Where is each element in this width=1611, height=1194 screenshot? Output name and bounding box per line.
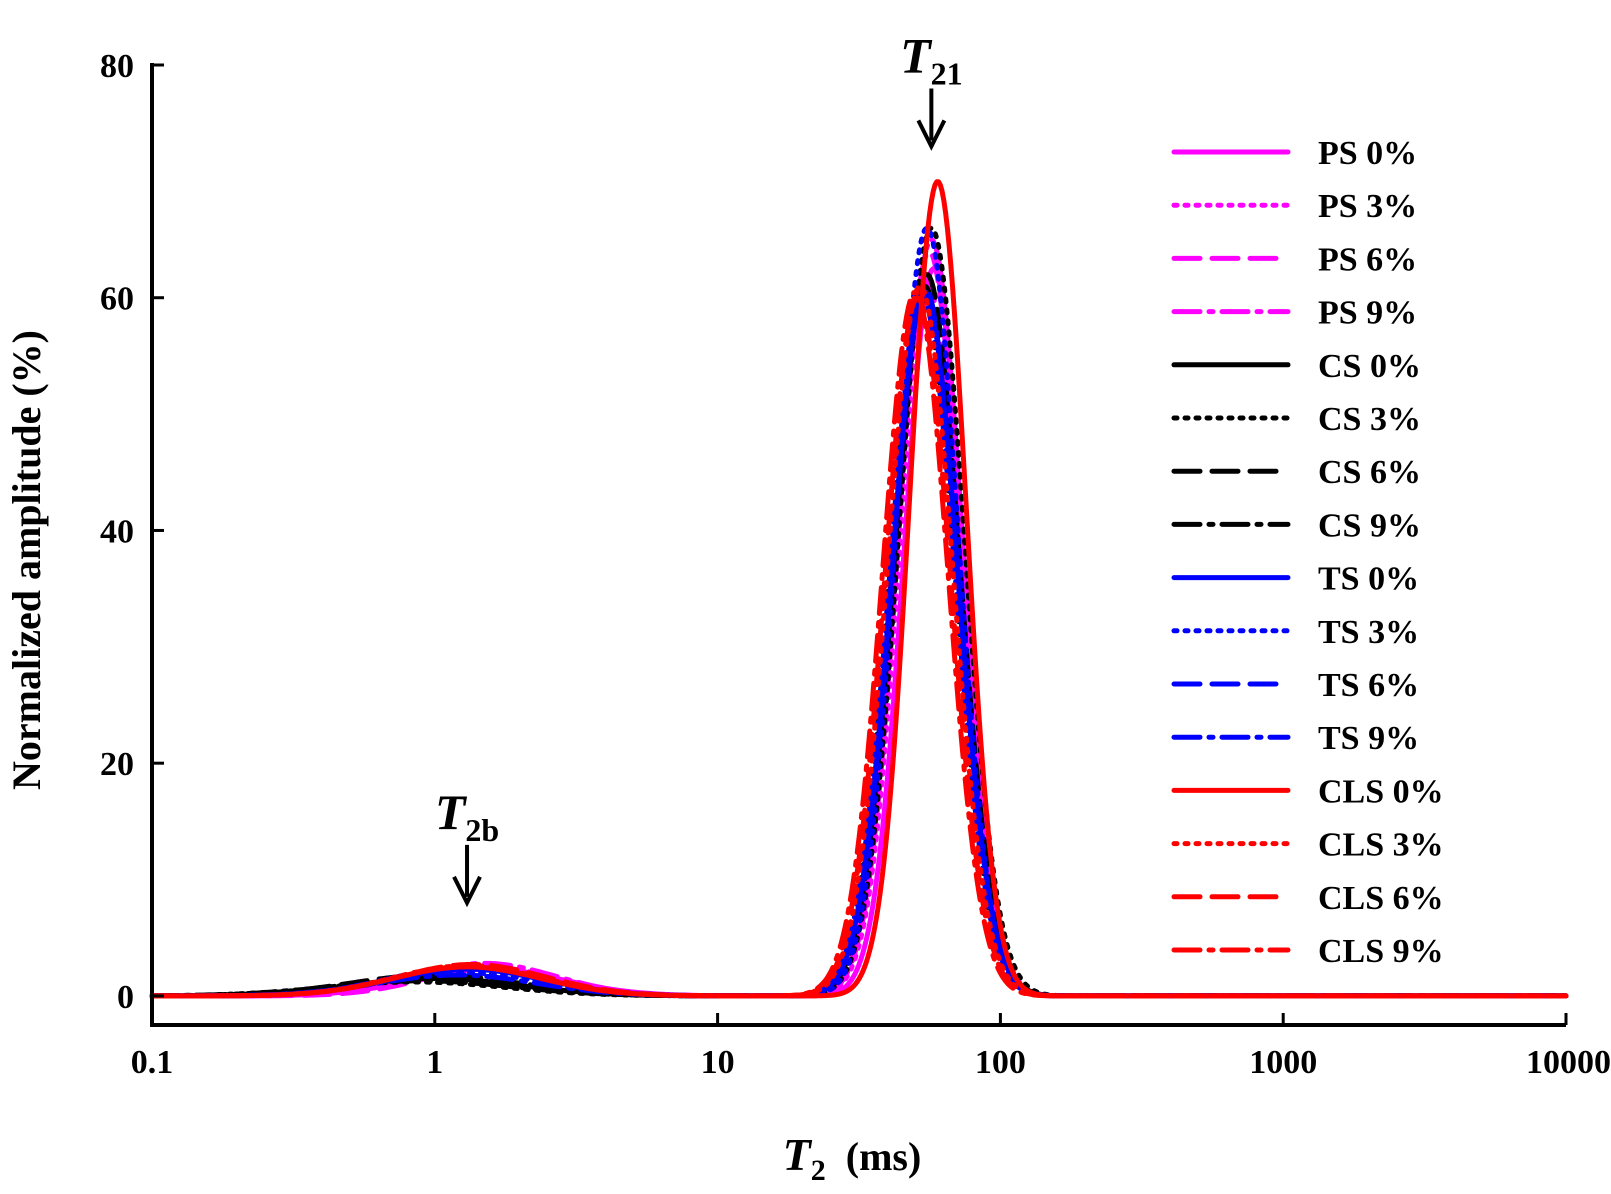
annotation-label: T21: [900, 27, 963, 91]
x-tick-label: 0.1: [131, 1044, 174, 1081]
legend-label: PS 9%: [1318, 295, 1417, 332]
x-tick-label: 10: [701, 1044, 735, 1081]
x-axis-title-symbol: T: [783, 1129, 813, 1180]
legend-label: TS 9%: [1318, 720, 1419, 757]
legend-label: CLS 6%: [1318, 880, 1444, 917]
legend-label: PS 0%: [1318, 135, 1417, 172]
y-axis-title: Normalized amplitude (%): [4, 330, 49, 790]
legend-label: CS 3%: [1318, 401, 1421, 438]
series-line-11: [149, 295, 1569, 999]
tick-labels: 0.1 1 10 100 1000 10000 0 20 40 60 80: [100, 48, 1611, 1081]
x-axis-title-subscript: 2: [811, 1154, 826, 1187]
legend: PS 0% PS 3% PS 6% PS 9% CS 0% CS 3% CS 6% CS 9%…: [1171, 135, 1444, 970]
y-tick-label: 40: [100, 513, 134, 550]
legend-label: PS 6%: [1318, 241, 1417, 278]
annotation-arrowhead: [452, 875, 482, 908]
annotations: T2b T21: [435, 27, 963, 908]
annotation-label: T2b: [435, 784, 499, 848]
x-axis-title: T2 (ms): [783, 1129, 922, 1187]
y-tick-label: 0: [117, 979, 134, 1016]
legend-label: CS 0%: [1318, 348, 1421, 385]
y-tick-label: 20: [100, 746, 134, 783]
legend-label: TS 6%: [1318, 667, 1419, 704]
x-tick-label: 1: [426, 1044, 443, 1081]
legend-label: CS 9%: [1318, 507, 1421, 544]
x-tick-label: 100: [975, 1044, 1026, 1081]
series-curves: [149, 179, 1569, 999]
y-tick-label: 60: [100, 281, 134, 318]
x-tick-label: 1000: [1249, 1044, 1317, 1081]
y-tick-label: 80: [100, 48, 134, 85]
legend-label: CLS 3%: [1318, 827, 1444, 864]
series-line-15: [149, 289, 1569, 999]
annotation-arrowhead: [916, 119, 947, 151]
x-tick-label: 10000: [1526, 1044, 1611, 1081]
legend-label: CS 6%: [1318, 454, 1421, 491]
axes: [150, 63, 1568, 1027]
legend-label: CLS 0%: [1318, 773, 1444, 810]
legend-label: TS 3%: [1318, 614, 1419, 651]
legend-label: PS 3%: [1318, 188, 1417, 225]
legend-label: TS 0%: [1318, 561, 1419, 598]
x-axis-title-unit: (ms): [846, 1134, 922, 1179]
legend-label: CLS 9%: [1318, 933, 1444, 970]
